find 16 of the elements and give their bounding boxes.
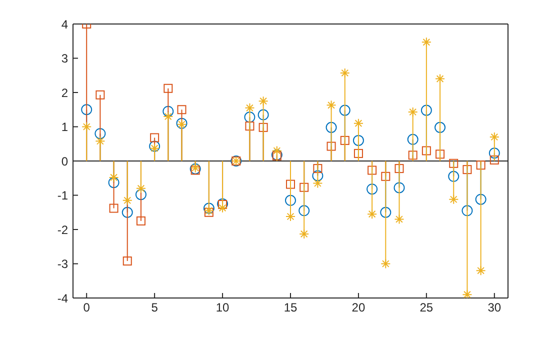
x-tick-label: 5 — [151, 300, 158, 315]
y-tick-label: -3 — [57, 257, 68, 272]
x-tick-label: 0 — [83, 300, 90, 315]
x-tick-label: 25 — [420, 300, 434, 315]
y-tick-label: 3 — [61, 52, 68, 66]
x-tick-label: 15 — [284, 300, 298, 315]
x-tick-label: 10 — [216, 300, 230, 315]
y-tick-label: 1 — [61, 120, 68, 134]
y-tick-label: 2 — [61, 86, 68, 100]
x-tick-label: 20 — [352, 300, 366, 315]
x-tick-label: 30 — [488, 300, 502, 315]
y-tick-label: 4 — [61, 17, 68, 32]
y-tick-label: 0 — [61, 154, 68, 168]
y-tick-label: -4 — [57, 291, 68, 306]
y-tick-label: -1 — [57, 188, 68, 203]
y-tick-label: -2 — [57, 222, 68, 237]
